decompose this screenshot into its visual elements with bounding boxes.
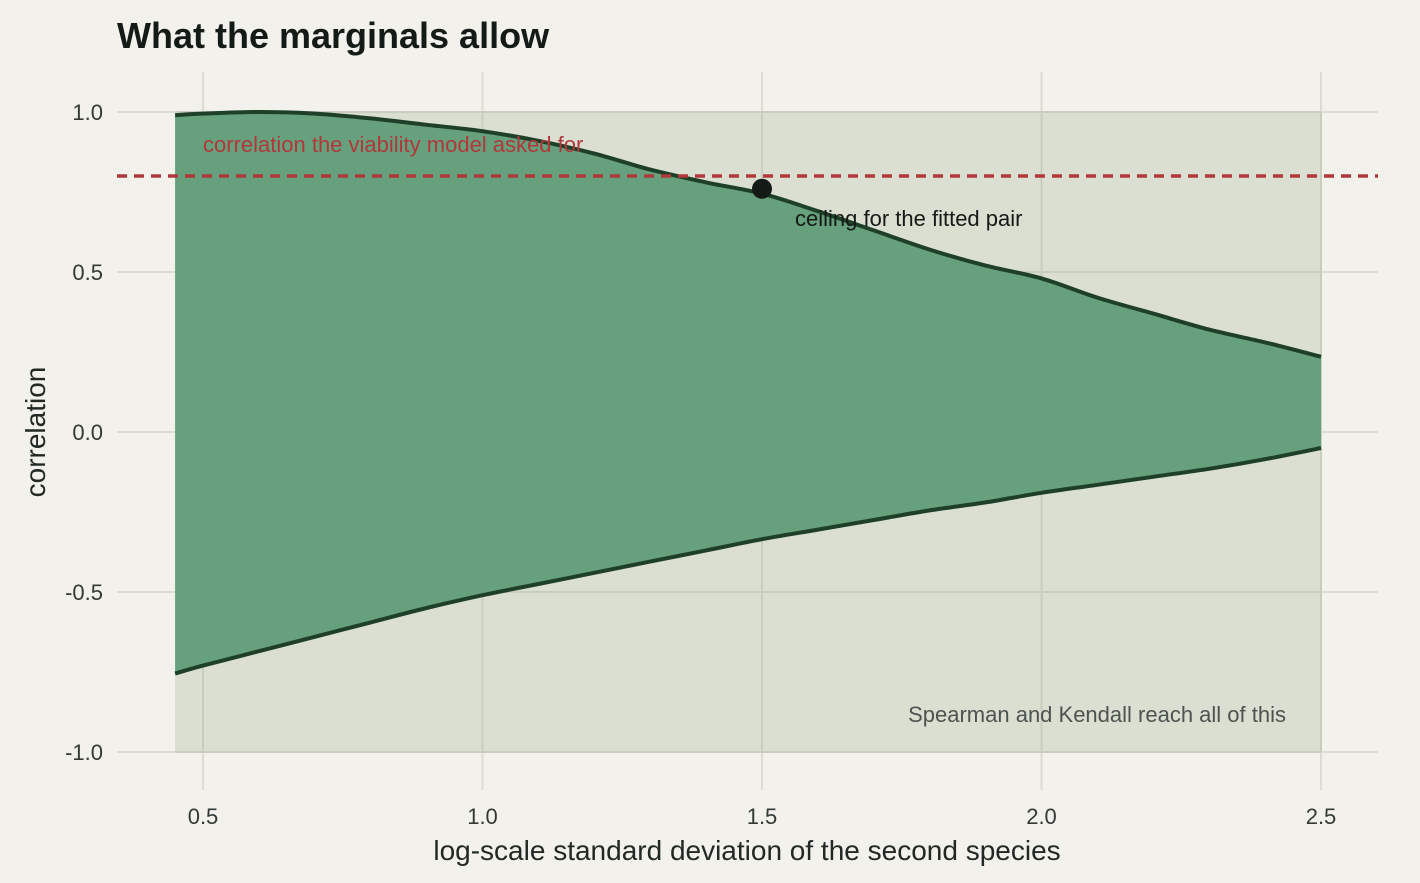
feasible-region [175, 112, 1322, 674]
reference-line-label: correlation the viability model asked fo… [203, 132, 583, 157]
x-tick-label: 0.5 [188, 804, 219, 829]
y-tick-label: 1.0 [72, 100, 103, 125]
y-tick-label: -1.0 [65, 740, 103, 765]
x-tick-label: 1.5 [747, 804, 778, 829]
x-axis-ticks: 0.5 1.0 1.5 2.0 2.5 [188, 804, 1337, 829]
x-axis-label: log-scale standard deviation of the seco… [433, 835, 1060, 866]
lower-bound-line [174, 446, 1322, 676]
band-note: Spearman and Kendall reach all of this [908, 702, 1286, 727]
chart-title: What the marginals allow [117, 15, 550, 56]
x-tick-label: 2.0 [1026, 804, 1057, 829]
y-tick-label: 0.0 [72, 420, 103, 445]
upper-bound-line [174, 109, 1322, 359]
y-axis-label: correlation [20, 367, 51, 498]
y-tick-label: 0.5 [72, 260, 103, 285]
y-tick-label: -0.5 [65, 580, 103, 605]
x-tick-label: 1.0 [467, 804, 498, 829]
y-axis-ticks: 1.0 0.5 0.0 -0.5 -1.0 [65, 100, 103, 765]
fitted-pair-label: ceiling for the fitted pair [795, 206, 1022, 231]
x-tick-label: 2.5 [1306, 804, 1337, 829]
fitted-pair-point [752, 178, 772, 199]
